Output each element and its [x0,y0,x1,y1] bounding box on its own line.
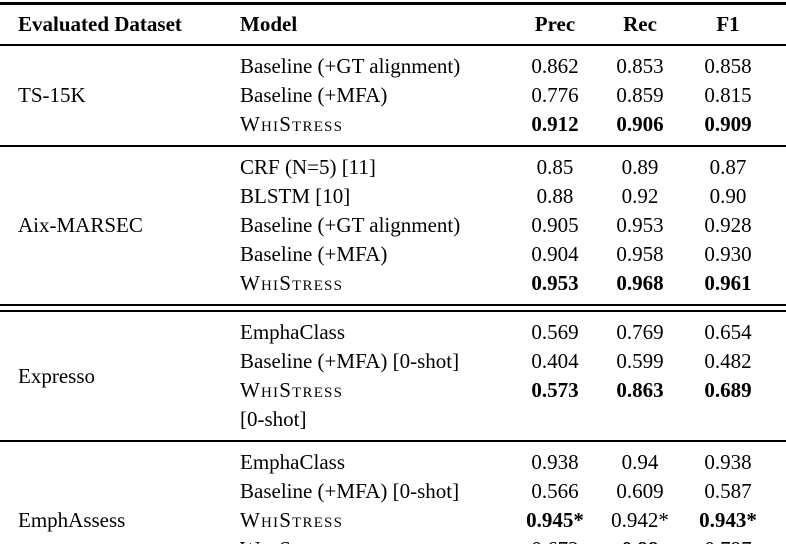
f1-value: 0.858 [704,54,752,78]
f1-value: 0.815 [704,83,752,107]
model-name: Baseline (+MFA) [240,242,388,266]
rec-value: 0.853 [616,54,664,78]
rec-value: 0.609 [616,479,664,503]
rec-value: 0.859 [616,83,664,107]
f1-value: 0.961 [704,271,752,295]
model-label: EmphaClass [240,448,510,477]
col-header-prec: Prec [534,12,576,36]
prec-value: 0.862 [531,54,579,78]
rec-value: 0.863 [616,378,664,402]
model-label: EmphaClass [240,318,510,347]
prec-value: 0.912 [531,112,579,136]
col-header-evaluated-dataset: Evaluated Dataset [18,12,182,36]
rec-value: 0.94 [621,450,659,474]
col-header-model: Model [240,12,298,36]
model-label: Baseline (+MFA) [240,81,510,110]
table-section: Expresso EmphaClass 0.569 0.769 0.654 Baselin… [0,312,786,440]
table-section: TS-15K Baseline (+GT alignment) 0.862 0.853… [0,46,786,145]
f1-value: 0.909 [704,112,752,136]
model-name: WhiStress [240,535,510,544]
rec-value: 0.89 [621,155,659,179]
model-name: WhiStress [240,508,344,532]
model-label: WhiStress [0-shot] [240,535,510,544]
rec-value: 0.906 [616,112,664,136]
model-label: Baseline (+MFA) [240,240,510,269]
f1-value: 0.90 [709,184,747,208]
dataset-label: Expresso [18,363,95,388]
f1-value: 0.482 [704,349,752,373]
prec-value: 0.938 [531,450,579,474]
prec-value: 0.88 [536,184,574,208]
model-label: WhiStress [240,506,510,535]
model-label: CRF (N=5) [11] [240,153,510,182]
f1-value: 0.938 [704,450,752,474]
prec-value: 0.672 [510,535,600,544]
table-header-row: Evaluated Dataset Model Prec Rec F1 [0,5,786,44]
f1-value: 0.587 [704,479,752,503]
model-label: Baseline (+MFA) [0-shot] [240,347,510,376]
rec-value: 0.953 [616,213,664,237]
f1-value: 0.930 [704,242,752,266]
section-rule [0,440,786,442]
model-name: EmphaClass [240,450,345,474]
model-name: WhiStress [240,378,344,402]
rec-value: 0.769 [616,320,664,344]
f1-value: 0.654 [704,320,752,344]
model-name: WhiStress [240,271,344,295]
model-name: Baseline (+MFA) [0-shot] [240,479,460,503]
prec-value: 0.569 [531,320,579,344]
double-rule [0,304,786,312]
prec-value: 0.905 [531,213,579,237]
top-rule [0,2,786,5]
table-section: EmphAssess EmphaClass 0.938 0.94 0.938 Baseli… [0,442,786,544]
rec-value: 0.968 [616,271,664,295]
model-name: Baseline (+GT alignment) [240,54,461,78]
model-label: Baseline (+GT alignment) [240,52,510,81]
model-label: BLSTM [10] [240,182,510,211]
prec-value: 0.776 [531,83,579,107]
model-name: WhiStress [240,112,344,136]
f1-value: 0.689 [704,378,752,402]
results-table: TS-15K Baseline (+GT alignment) 0.862 0.853… [0,46,786,544]
prec-value: 0.85 [536,155,574,179]
dataset-label: EmphAssess [18,508,126,532]
f1-value: 0.797 [680,535,776,544]
model-name: BLSTM [10] [240,184,351,208]
model-name: Baseline (+GT alignment) [240,213,461,237]
col-header-f1: F1 [716,12,740,36]
model-suffix: [0-shot] [240,407,307,431]
rec-value: 0.599 [616,349,664,373]
prec-value: 0.573 [531,378,579,402]
rec-value: 0.942* [611,508,669,532]
col-header-rec: Rec [623,12,657,36]
f1-value: 0.943* [699,508,757,532]
rec-value: 0.98 [600,535,680,544]
rec-value: 0.92 [621,184,659,208]
prec-value: 0.953 [531,271,579,295]
model-name: Baseline (+MFA) [0-shot] [240,349,460,373]
model-name: Baseline (+MFA) [240,83,388,107]
header-rule [0,44,786,46]
prec-value: 0.566 [531,479,579,503]
f1-value: 0.87 [709,155,747,179]
model-label: WhiStress [240,269,510,298]
model-label: WhiStress [0-shot] [240,376,510,434]
prec-value: 0.404 [531,349,579,373]
model-label: Baseline (+GT alignment) [240,211,510,240]
rec-value: 0.958 [616,242,664,266]
dataset-label: TS-15K [18,83,86,107]
table-section: Aix-MARSEC CRF (N=5) [11] 0.85 0.89 0.87 BLST… [0,147,786,304]
model-label: Baseline (+MFA) [0-shot] [240,477,510,506]
model-label: WhiStress [240,110,510,139]
model-name: CRF (N=5) [11] [240,155,376,179]
section-rule [0,145,786,147]
f1-value: 0.928 [704,213,752,237]
prec-value: 0.904 [531,242,579,266]
dataset-label: Aix-MARSEC [18,213,143,237]
prec-value: 0.945* [526,508,584,532]
model-name: EmphaClass [240,320,345,344]
